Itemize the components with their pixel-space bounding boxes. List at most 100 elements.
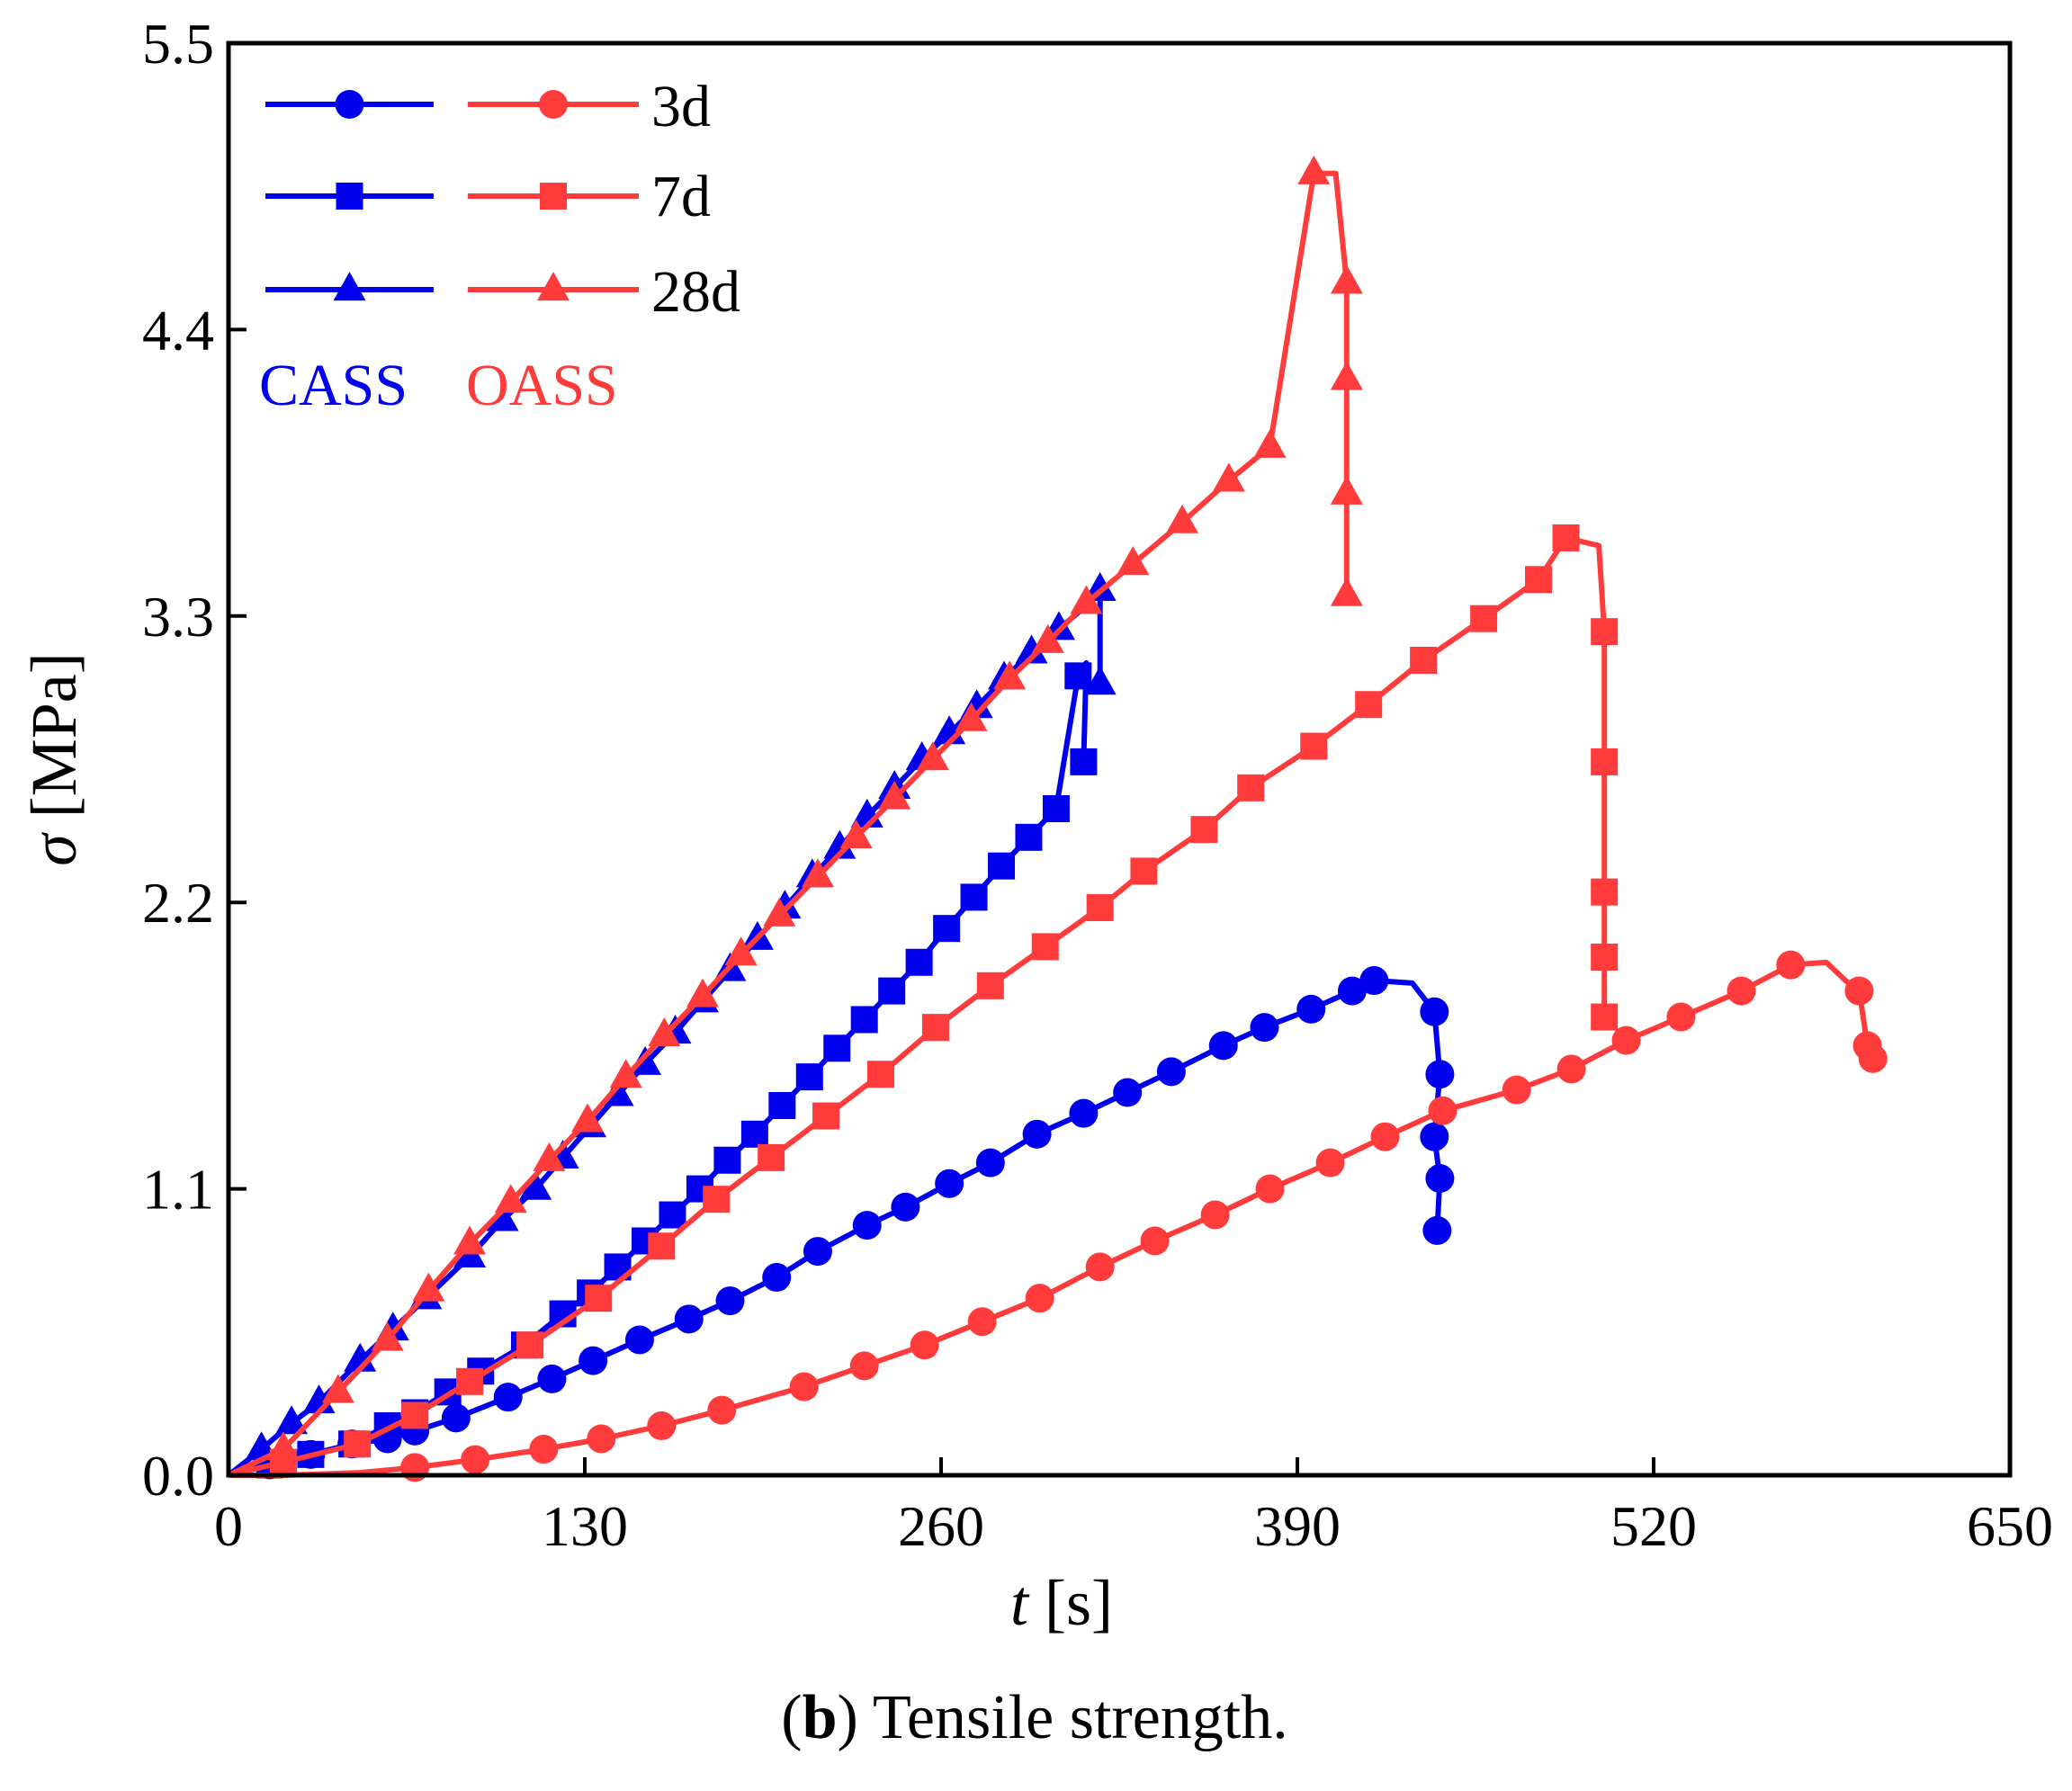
y-axis-unit: [MPa] bbox=[18, 652, 90, 818]
data-point bbox=[976, 972, 1004, 999]
data-point bbox=[933, 915, 961, 943]
data-point bbox=[935, 1169, 964, 1198]
data-point bbox=[1525, 566, 1553, 594]
series-layer bbox=[227, 155, 1888, 1482]
data-point bbox=[839, 819, 873, 848]
data-point bbox=[1315, 1148, 1345, 1178]
data-point bbox=[1064, 662, 1092, 690]
series-oass-3d bbox=[229, 950, 1888, 1482]
y-axis-symbol: σ bbox=[18, 832, 90, 866]
legend-marker bbox=[540, 183, 567, 210]
data-point bbox=[1330, 475, 1363, 505]
data-point bbox=[266, 1431, 300, 1461]
data-point bbox=[453, 1225, 487, 1255]
x-axis-unit: [s] bbox=[1045, 1567, 1113, 1639]
x-tick-label: 390 bbox=[1254, 1494, 1341, 1558]
x-axis-symbol: t bbox=[1010, 1567, 1030, 1639]
data-point bbox=[763, 897, 796, 927]
data-point bbox=[1070, 748, 1098, 775]
series-line bbox=[228, 978, 1443, 1478]
data-point bbox=[1212, 462, 1245, 492]
data-point bbox=[516, 1331, 544, 1359]
legend-marker bbox=[333, 272, 366, 301]
data-point bbox=[1031, 933, 1059, 961]
data-point bbox=[1022, 1119, 1052, 1149]
data-point bbox=[1250, 1013, 1279, 1043]
data-point bbox=[993, 660, 1027, 690]
data-point bbox=[344, 1342, 377, 1372]
data-point bbox=[461, 1445, 490, 1474]
data-point bbox=[768, 1091, 796, 1119]
data-point bbox=[891, 1192, 920, 1222]
data-point bbox=[823, 829, 857, 859]
data-point bbox=[1330, 264, 1363, 294]
data-point bbox=[803, 1237, 832, 1267]
data-point bbox=[1502, 1075, 1531, 1105]
data-point bbox=[1166, 504, 1199, 533]
data-point bbox=[707, 1395, 737, 1425]
series-oass-28d bbox=[227, 155, 1363, 1478]
data-point bbox=[1113, 1078, 1143, 1107]
data-point bbox=[1359, 966, 1389, 996]
data-point bbox=[1296, 994, 1326, 1024]
data-point bbox=[537, 1364, 567, 1393]
data-point bbox=[1844, 976, 1874, 1006]
legend-label-7d: 7d bbox=[651, 164, 711, 229]
legend-marker bbox=[335, 90, 364, 119]
data-point bbox=[585, 1285, 613, 1312]
data-point bbox=[624, 1325, 654, 1355]
x-tick-label: 520 bbox=[1610, 1494, 1697, 1558]
data-point bbox=[852, 1211, 882, 1240]
data-point bbox=[905, 948, 933, 976]
data-point bbox=[1428, 1096, 1458, 1125]
legend-marker bbox=[537, 272, 570, 301]
data-point bbox=[1015, 634, 1048, 664]
data-point bbox=[1117, 546, 1150, 576]
data-point bbox=[910, 1330, 939, 1360]
data-point bbox=[1355, 691, 1383, 719]
data-point bbox=[686, 978, 719, 1007]
legend-group-cass: CASS bbox=[259, 353, 408, 418]
data-point bbox=[1070, 585, 1103, 614]
data-point bbox=[1591, 618, 1619, 646]
data-point bbox=[494, 1184, 527, 1213]
data-point bbox=[801, 858, 834, 888]
plot-frame bbox=[226, 40, 2013, 1478]
data-point bbox=[412, 1272, 445, 1302]
data-point bbox=[571, 1103, 605, 1133]
data-point bbox=[1025, 1284, 1054, 1313]
data-point bbox=[1858, 1043, 1888, 1073]
series-cass-7d bbox=[228, 659, 1098, 1479]
data-point bbox=[647, 1411, 677, 1441]
data-point bbox=[1085, 1252, 1115, 1282]
data-point bbox=[275, 1405, 309, 1435]
data-point bbox=[1300, 732, 1328, 760]
data-point bbox=[344, 1430, 372, 1458]
data-point bbox=[1330, 577, 1363, 606]
data-point bbox=[967, 1307, 997, 1337]
legend-label-3d: 3d bbox=[651, 74, 711, 139]
data-point bbox=[1330, 361, 1363, 390]
data-point bbox=[713, 1146, 741, 1174]
data-point bbox=[1337, 976, 1367, 1006]
y-tick-label: 5.5 bbox=[142, 12, 214, 76]
data-point bbox=[960, 883, 988, 911]
data-point bbox=[921, 1014, 949, 1042]
data-point bbox=[1552, 524, 1580, 551]
data-point bbox=[1425, 1164, 1455, 1194]
data-point bbox=[878, 780, 911, 810]
data-point bbox=[1727, 976, 1756, 1006]
data-point bbox=[1140, 1226, 1170, 1256]
caption-label: b bbox=[803, 1683, 838, 1752]
data-point bbox=[988, 852, 1016, 880]
data-point bbox=[715, 1286, 745, 1316]
data-point bbox=[812, 1102, 840, 1130]
data-point bbox=[579, 1346, 608, 1375]
x-tick-label: 0 bbox=[214, 1494, 243, 1558]
data-point bbox=[1410, 647, 1438, 675]
figure-caption: (b) Tensile strength. bbox=[781, 1683, 1287, 1752]
data-point bbox=[1208, 1031, 1238, 1061]
data-point bbox=[1083, 666, 1117, 695]
caption-open: ( bbox=[781, 1683, 802, 1752]
data-point bbox=[1776, 950, 1806, 980]
